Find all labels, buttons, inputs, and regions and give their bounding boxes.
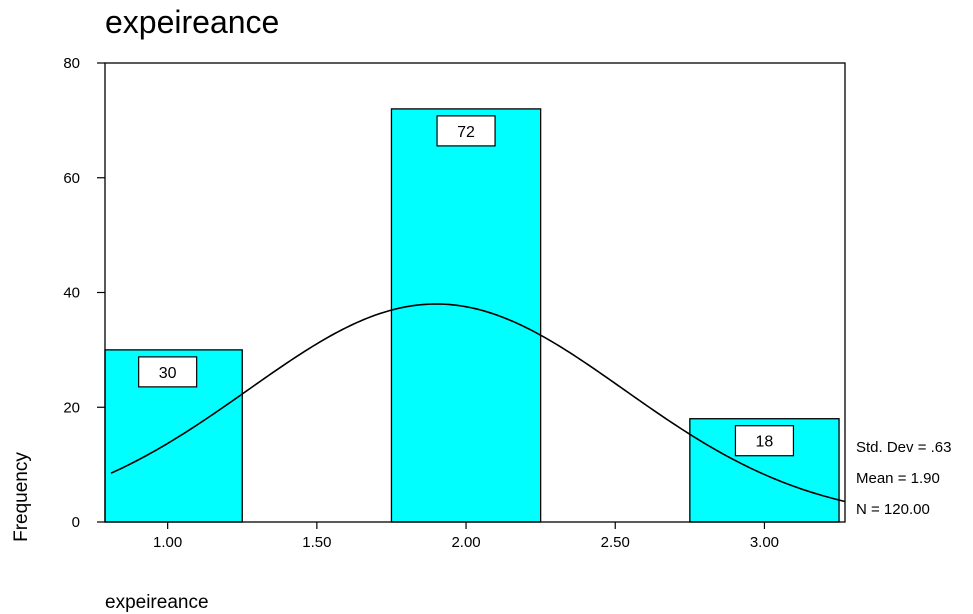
normal-curve xyxy=(110,303,846,503)
bars-layer xyxy=(104,108,840,523)
x-axis-label: expeireance xyxy=(105,592,209,613)
x-tick-label: 3.00 xyxy=(750,534,779,551)
x-tick-label: 2.50 xyxy=(601,534,630,551)
stats-line: Mean = 1.90 xyxy=(856,470,940,487)
stats-box: Std. Dev = .63 Mean = 1.90 N = 120.00 xyxy=(856,439,951,518)
x-axis: 1.00 1.50 2.00 2.50 3.00 xyxy=(153,522,779,551)
y-axis: 0 20 40 60 80 xyxy=(63,55,105,531)
y-tick-label: 80 xyxy=(63,55,80,72)
chart-title: expeireance xyxy=(105,4,279,40)
stats-line: N = 120.00 xyxy=(856,501,930,518)
data-label: 30 xyxy=(159,365,177,382)
data-label-box xyxy=(734,425,795,457)
data-labels-layer: 30 72 18 xyxy=(138,115,795,457)
data-label: 18 xyxy=(756,434,774,451)
histogram-bar xyxy=(390,108,542,523)
x-tick-label: 1.00 xyxy=(153,534,182,551)
y-tick-label: 40 xyxy=(63,285,80,302)
y-tick-label: 0 xyxy=(72,514,80,531)
data-label-box xyxy=(436,115,496,147)
data-label: 72 xyxy=(457,124,475,141)
stats-line: Std. Dev = .63 xyxy=(856,439,951,456)
y-axis-label: Frequency xyxy=(11,452,32,542)
y-tick-label: 20 xyxy=(63,399,80,416)
data-label-box xyxy=(138,356,198,388)
y-tick-label: 60 xyxy=(63,170,80,187)
x-tick-label: 2.00 xyxy=(451,534,480,551)
x-tick-label: 1.50 xyxy=(302,534,331,551)
